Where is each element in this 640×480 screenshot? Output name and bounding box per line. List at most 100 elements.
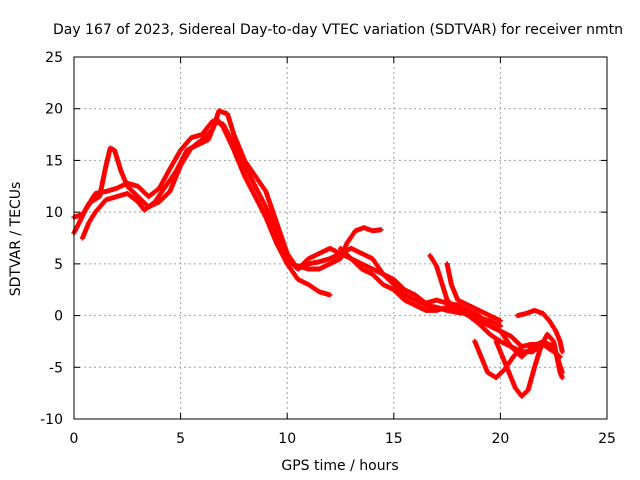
data-point — [559, 349, 565, 355]
data-point-run — [143, 200, 157, 212]
data-point-run — [232, 143, 247, 167]
data-point-run — [125, 184, 140, 199]
data-point-run — [242, 174, 258, 198]
data-point-run — [494, 340, 505, 359]
grid-lines — [74, 57, 607, 419]
data-point-run — [231, 149, 247, 178]
data-points — [71, 108, 565, 399]
series-track-9 — [472, 338, 542, 381]
data-point-run — [109, 146, 116, 152]
data-point-run — [371, 272, 385, 287]
y-tick-label: 0 — [54, 309, 63, 325]
data-point-run — [103, 146, 113, 167]
data-point-run — [174, 148, 189, 172]
y-tick-label: -5 — [49, 360, 63, 376]
data-point-run — [545, 332, 556, 343]
data-point-run — [449, 283, 460, 302]
x-tick-label: 5 — [176, 431, 185, 447]
data-point-run — [494, 367, 507, 380]
y-tick-label: 15 — [45, 153, 63, 169]
data-point-run — [80, 221, 91, 240]
y-tick-label: 10 — [45, 205, 63, 221]
data-point-run — [253, 195, 268, 219]
data-point-run — [477, 314, 492, 328]
x-tick-label: 10 — [278, 431, 296, 447]
data-point-run — [200, 119, 215, 136]
data-point-run — [179, 136, 193, 152]
chart-title: Day 167 of 2023, Sidereal Day-to-day VTE… — [53, 22, 623, 38]
data-point — [559, 375, 565, 381]
data-point-run — [221, 126, 236, 152]
data-point-run — [507, 371, 518, 390]
data-point-run — [93, 198, 108, 214]
data-point-run — [381, 272, 396, 287]
data-point-run — [206, 118, 219, 141]
data-point-run — [438, 278, 450, 302]
data-point-run — [225, 112, 236, 136]
y-tick-label: 25 — [45, 50, 63, 66]
y-tick-label: 5 — [54, 257, 63, 273]
data-point — [536, 342, 542, 348]
data-point-run — [392, 288, 406, 302]
x-tick-label: 15 — [385, 431, 403, 447]
data-point — [497, 323, 503, 329]
data-point-run — [118, 169, 130, 188]
axes — [73, 56, 608, 420]
data-point-run — [253, 174, 268, 193]
data-point-run — [112, 149, 123, 172]
data-point-run — [444, 262, 454, 286]
data-point-run — [520, 388, 530, 398]
series-track-3 — [80, 116, 333, 298]
data-point-run — [157, 167, 172, 190]
data-point-run — [253, 185, 268, 209]
x-tick-label: 0 — [70, 431, 79, 447]
series-track-7 — [444, 261, 503, 324]
data-point-run — [168, 148, 183, 170]
data-point-run — [445, 298, 460, 312]
data-point-run — [541, 312, 552, 323]
data-point-run — [263, 216, 279, 245]
data-point-run — [125, 191, 140, 204]
series-track-10 — [514, 307, 565, 355]
data-point-run — [263, 205, 279, 234]
data-point-run — [520, 345, 534, 359]
data-point-run — [153, 185, 168, 204]
series-track-4 — [295, 225, 384, 272]
data-point-run — [477, 322, 492, 336]
series-track-8 — [493, 331, 565, 399]
tick-labels: 0 5 10 15 20 25 -10 -5 0 5 10 15 20 25 — [40, 50, 616, 447]
data-point-run — [318, 289, 331, 297]
data-point-run — [215, 117, 225, 129]
data-point-run — [274, 242, 289, 265]
data-point-run — [242, 159, 257, 178]
x-tick-label: 20 — [491, 431, 509, 447]
data-point-run — [511, 345, 524, 359]
y-tick-label: -10 — [40, 412, 63, 428]
data-point-run — [392, 283, 406, 297]
data-point-run — [164, 169, 178, 188]
data-point — [327, 292, 333, 298]
series-track-6 — [427, 253, 525, 350]
data-point — [378, 227, 384, 233]
data-point-run — [472, 340, 484, 359]
data-point-run — [147, 186, 161, 199]
data-point-run — [558, 371, 565, 379]
data-point-run — [551, 340, 563, 374]
data-point-run — [157, 189, 172, 204]
data-point-run — [339, 246, 353, 261]
data-point-run — [532, 345, 543, 369]
x-tick-label: 25 — [598, 431, 616, 447]
y-axis-label: SDTVAR / TECUs — [8, 182, 24, 297]
data-point-run — [263, 190, 279, 224]
x-axis-label: GPS time / hours — [281, 458, 398, 474]
data-point-run — [274, 221, 290, 255]
data-point — [497, 318, 503, 324]
data-point-run — [231, 133, 247, 162]
data-point-run — [97, 164, 109, 198]
data-point-run — [526, 366, 537, 392]
data-point-run — [392, 277, 406, 292]
plot-border — [73, 56, 608, 420]
data-point-run — [242, 164, 258, 188]
y-tick-label: 20 — [45, 102, 63, 118]
